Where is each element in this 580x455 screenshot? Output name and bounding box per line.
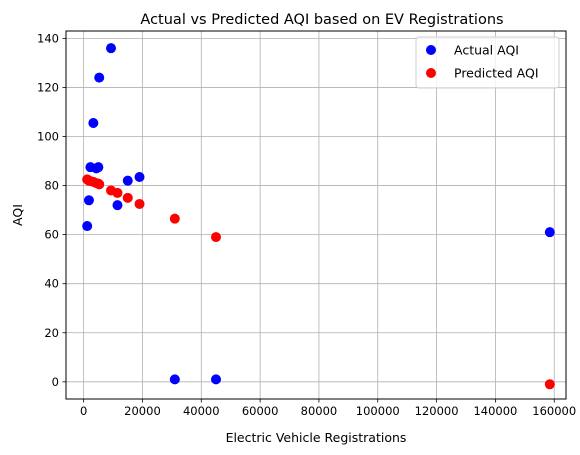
x-tick-label: 140000 (473, 404, 517, 418)
y-tick-label: 140 (37, 31, 59, 45)
predicted-aqi-point (544, 379, 555, 390)
y-tick-label: 60 (44, 228, 59, 242)
legend-box (415, 36, 560, 89)
predicted-aqi-point (122, 192, 133, 203)
grid-lines (66, 31, 566, 399)
actual-aqi-point (169, 374, 180, 385)
predicted-aqi-point (134, 198, 145, 209)
y-axis-label: AQI (10, 204, 25, 226)
predicted-aqi-series (82, 174, 555, 390)
x-tick-label: 0 (80, 404, 87, 418)
actual-aqi-point (112, 200, 123, 211)
data-points (82, 43, 555, 390)
x-tick-label: 20000 (124, 404, 161, 418)
x-tick-label: 60000 (242, 404, 279, 418)
y-tick-label: 20 (44, 326, 59, 340)
actual-aqi-point (544, 227, 555, 238)
predicted-aqi-point (169, 213, 180, 224)
actual-aqi-point (94, 72, 105, 83)
x-tick-label: 100000 (356, 404, 400, 418)
y-tick-label: 120 (37, 80, 59, 94)
y-tick-label: 100 (37, 129, 59, 143)
x-tick-label: 120000 (415, 404, 459, 418)
legend-label-predicted: Predicted AQI (454, 66, 539, 81)
y-tick-label: 80 (44, 179, 59, 193)
actual-aqi-point (88, 118, 99, 128)
x-tick-label: 160000 (532, 404, 576, 418)
predicted-aqi-point (112, 187, 123, 198)
actual-aqi-point (83, 195, 94, 206)
predicted-aqi-point (211, 232, 221, 243)
x-axis-ticks: 0 20000 40000 60000 80000 100000 120000 140000 1… (80, 399, 576, 418)
plot-frame (65, 30, 567, 400)
actual-aqi-series (82, 43, 555, 385)
actual-aqi-point (93, 162, 104, 173)
y-tick-label: 0 (52, 375, 59, 389)
actual-aqi-point (134, 171, 145, 182)
actual-aqi-point (122, 175, 133, 186)
x-axis-label: Electric Vehicle Registrations (226, 430, 407, 445)
legend: Actual AQI Predicted AQI (415, 36, 560, 89)
actual-aqi-point (106, 43, 116, 54)
legend-label-actual: Actual AQI (454, 43, 519, 58)
actual-aqi-point (211, 374, 221, 385)
x-tick-label: 40000 (183, 404, 220, 418)
legend-marker-predicted (426, 68, 436, 78)
chart-title: Actual vs Predicted AQI based on EV Regi… (140, 12, 503, 28)
legend-marker-actual (426, 45, 436, 55)
y-tick-label: 40 (44, 277, 59, 291)
predicted-aqi-point (94, 179, 105, 190)
x-tick-label: 80000 (301, 404, 338, 418)
actual-aqi-point (82, 221, 93, 232)
y-axis-ticks: 0 20 40 60 80 100 120 140 (37, 31, 66, 389)
